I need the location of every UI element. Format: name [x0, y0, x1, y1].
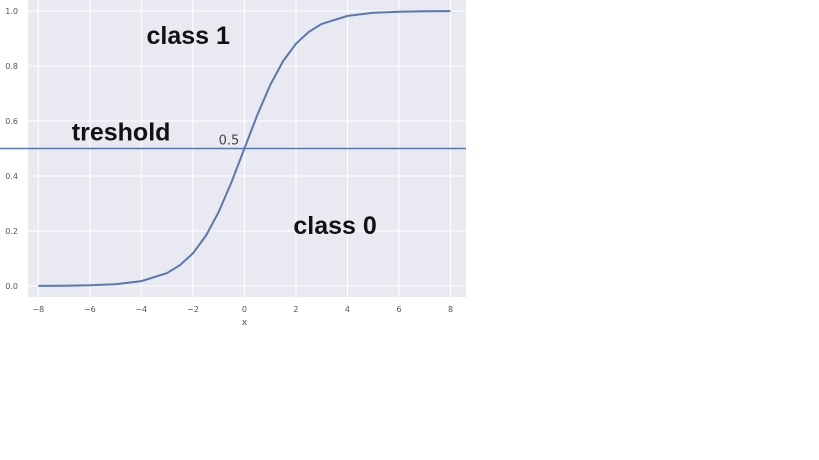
x-tick-label: −2: [187, 305, 199, 314]
annotation-class-1: class 1: [147, 22, 231, 50]
y-tick-label: 1.0: [5, 7, 18, 16]
x-tick-label: 4: [345, 305, 350, 314]
series-line-sigmoid: [38, 10, 451, 287]
x-tick-label: 6: [396, 305, 401, 314]
x-tick-label: −8: [32, 305, 44, 314]
x-tick-labels: −8 −6 −4 −2 0 2 4 6 8: [32, 305, 453, 314]
annotations: class 1 treshold 0.5 class 0: [72, 22, 377, 240]
annotation-0-5: 0.5: [219, 133, 240, 148]
y-tick-label: 0.0: [5, 282, 18, 291]
y-tick-label: 0.6: [5, 117, 18, 126]
x-tick-label: 8: [448, 305, 453, 314]
y-tick-label: 0.8: [5, 62, 18, 71]
x-tick-label: −4: [135, 305, 147, 314]
x-tick-label: −6: [84, 305, 96, 314]
x-tick-label: 0: [242, 305, 247, 314]
annotation-class-0: class 0: [293, 212, 376, 240]
annotation-treshold: treshold: [72, 118, 171, 146]
y-tick-label: 0.4: [5, 172, 18, 181]
y-tick-label: 0.2: [5, 227, 18, 236]
x-axis-label: x: [242, 318, 248, 328]
x-tick-label: 2: [293, 305, 298, 314]
y-tick-labels: 0.0 0.2 0.4 0.6 0.8 1.0: [5, 7, 18, 291]
grid-lines: [28, 0, 466, 297]
